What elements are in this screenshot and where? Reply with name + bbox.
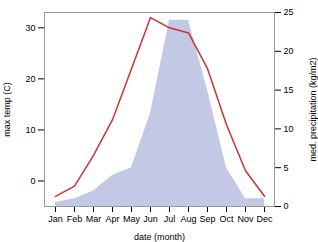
svg-text:5: 5 — [284, 163, 289, 173]
svg-text:Mar: Mar — [86, 214, 102, 224]
svg-text:med. precipitation (kg/m2): med. precipitation (kg/m2) — [308, 57, 318, 161]
svg-text:Nov: Nov — [237, 214, 254, 224]
svg-text:max temp (C): max temp (C) — [2, 82, 12, 137]
svg-text:Feb: Feb — [67, 214, 83, 224]
svg-text:Sep: Sep — [199, 214, 215, 224]
svg-text:Oct: Oct — [219, 214, 234, 224]
svg-text:0: 0 — [284, 201, 289, 211]
svg-text:0: 0 — [30, 176, 35, 186]
svg-text:10: 10 — [25, 125, 35, 135]
svg-text:25: 25 — [284, 7, 294, 17]
svg-text:15: 15 — [284, 85, 294, 95]
svg-text:20: 20 — [25, 74, 35, 84]
svg-text:30: 30 — [25, 23, 35, 33]
svg-text:Aug: Aug — [180, 214, 196, 224]
svg-text:Jan: Jan — [48, 214, 63, 224]
svg-text:20: 20 — [284, 46, 294, 56]
svg-text:May: May — [123, 214, 141, 224]
svg-text:Jun: Jun — [143, 214, 158, 224]
svg-text:Dec: Dec — [256, 214, 273, 224]
svg-text:Apr: Apr — [105, 214, 119, 224]
svg-text:Jul: Jul — [164, 214, 176, 224]
svg-text:10: 10 — [284, 124, 294, 134]
svg-text:date (month): date (month) — [134, 232, 185, 242]
